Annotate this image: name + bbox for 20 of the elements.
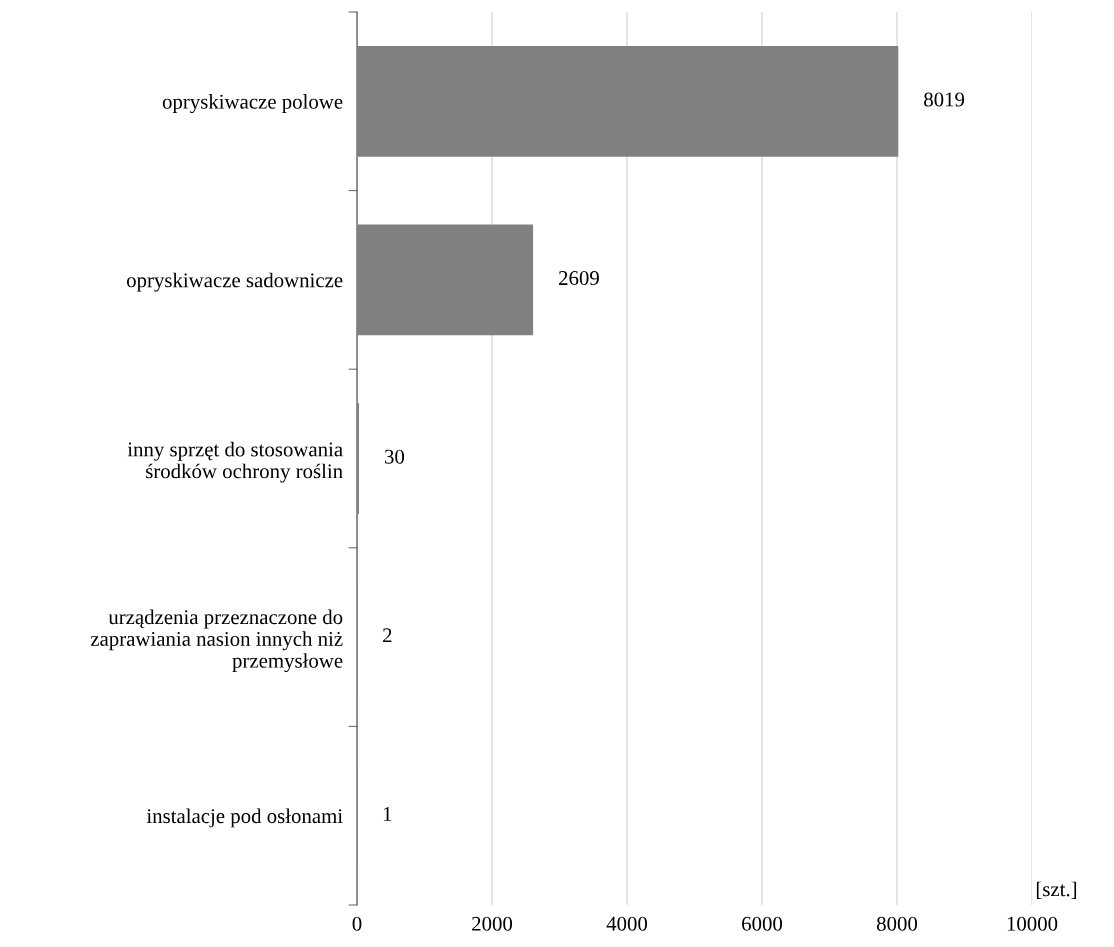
bar [357,403,360,514]
y-tick-label: urządzenia przeznaczone do zaprawiania nasion innych niż przemysłowe [90,609,343,673]
x-tick-label: 0 [352,916,362,931]
y-tick-label: opryskiwacze sadownicze [126,272,343,292]
data-label: 30 [385,449,405,464]
y-tick-label: inny sprzęt do stosowania środków ochrony roślin [127,441,343,483]
y-tick-label: instalacje pod osłonami [146,808,343,828]
data-label: 2609 [559,271,599,286]
x-tick-label: 6000 [742,916,783,931]
x-axis-title: [szt.] [1036,881,1077,899]
x-tick-label: 4000 [606,916,648,931]
bar [357,45,899,157]
x-tick-label: 10000 [1007,916,1058,931]
data-label: 2 [383,628,392,643]
data-label: 8019 [924,92,965,107]
y-tick-label: opryskiwacze polowe [162,94,343,114]
bar [357,224,534,336]
x-tick-label: 8000 [876,916,918,931]
x-tick-label: 2000 [472,916,513,931]
data-label: 1 [383,806,392,821]
